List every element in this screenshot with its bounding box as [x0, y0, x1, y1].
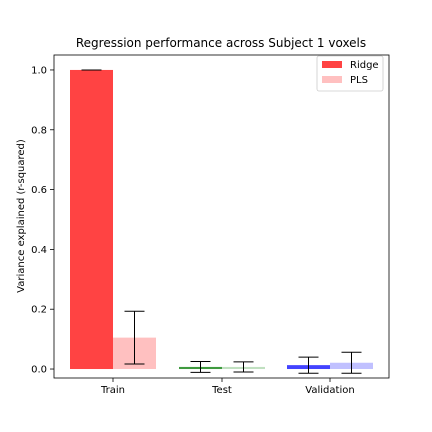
legend-swatch-pls: [322, 76, 342, 83]
x-tick-label-validation: Validation: [305, 385, 354, 396]
error-bar-ridge-validation: [298, 356, 319, 374]
error-bar-ridge-test: [190, 361, 211, 373]
y-axis: 0.0 0.2 0.4 0.6 0.8 1.0: [31, 65, 54, 376]
axes-frame: [53, 54, 390, 379]
bar-ridge-train: [70, 69, 113, 370]
y-tick-label: 0.4: [31, 245, 47, 256]
errorbars-layer: [81, 69, 362, 374]
y-axis-label: Variance explained (r-squared): [16, 139, 27, 293]
y-tick-label: 0.0: [31, 365, 47, 376]
error-bar-pls-validation: [341, 351, 362, 374]
error-bar-pls-train: [124, 310, 145, 365]
y-tick-label: 0.8: [31, 125, 47, 136]
legend-label-ridge: Ridge: [350, 60, 379, 71]
x-tick-label-train: Train: [100, 385, 125, 396]
legend-label-pls: PLS: [350, 75, 368, 86]
x-axis: Train Test Validation: [100, 378, 355, 396]
x-tick-label-test: Test: [211, 385, 232, 396]
plot-area: [53, 54, 390, 379]
y-tick-label: 0.6: [31, 185, 47, 196]
error-bar-pls-test: [233, 361, 254, 373]
y-tick-label: 1.0: [31, 65, 47, 76]
bars-layer: [70, 69, 373, 370]
legend: Ridge PLS: [316, 55, 384, 92]
chart-title: Regression performance across Subject 1 …: [76, 36, 366, 50]
y-tick-label: 0.2: [31, 305, 47, 316]
legend-swatch-ridge: [322, 61, 342, 68]
